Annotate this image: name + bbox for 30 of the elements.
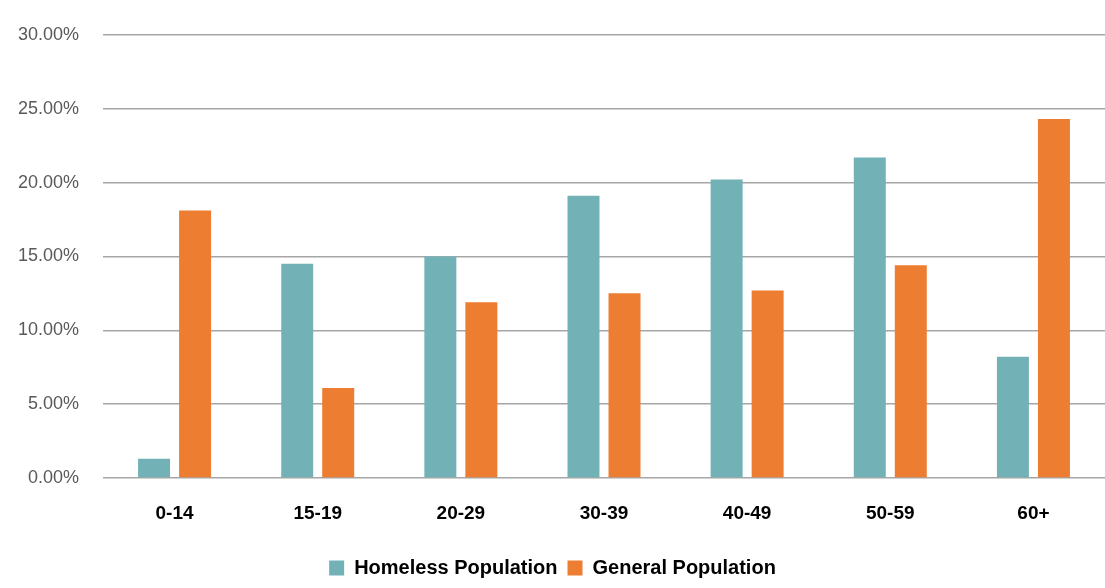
- legend-label: Homeless Population: [354, 555, 558, 578]
- y-tick-label: 20.00%: [17, 171, 79, 192]
- x-tick-label: 30-39: [579, 501, 629, 523]
- bar: [567, 195, 600, 478]
- bar: [179, 210, 212, 478]
- y-tick-label: 15.00%: [17, 245, 79, 266]
- y-tick-label: 10.00%: [17, 319, 79, 340]
- y-tick-label: 30.00%: [17, 23, 79, 44]
- bar: [322, 387, 355, 478]
- x-tick-label: 20-29: [436, 501, 486, 523]
- x-tick-label: 0-14: [155, 501, 195, 523]
- x-tick-label: 40-49: [722, 501, 772, 523]
- bar: [894, 265, 927, 478]
- legend-label: General Population: [592, 555, 776, 578]
- bar: [710, 179, 743, 478]
- y-tick-label: 5.00%: [27, 393, 79, 414]
- y-tick-label: 0.00%: [27, 466, 79, 487]
- y-tick-label: 25.00%: [17, 97, 79, 118]
- x-tick-label: 50-59: [865, 501, 915, 523]
- bar: [465, 302, 498, 478]
- bar: [424, 256, 457, 478]
- x-tick-label: 15-19: [293, 501, 343, 523]
- bar: [853, 157, 886, 478]
- bar: [281, 263, 314, 478]
- bar: [996, 356, 1029, 478]
- x-tick-label: 60+: [1017, 501, 1050, 523]
- bar: [608, 293, 641, 478]
- bar: [138, 458, 171, 478]
- bar: [751, 290, 784, 478]
- bar: [1037, 119, 1070, 478]
